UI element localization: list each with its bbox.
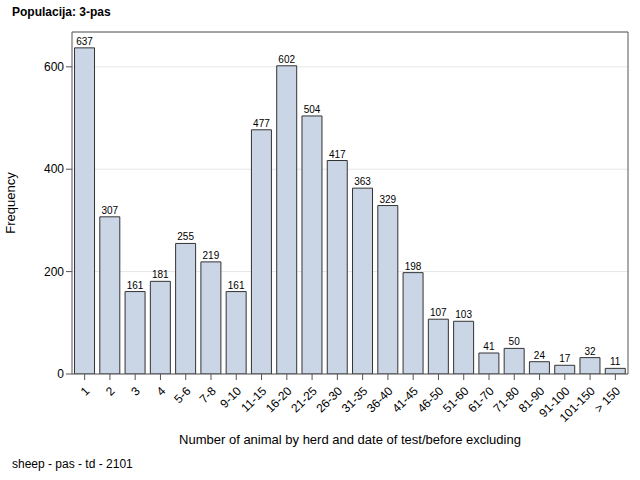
svg-text:31-35: 31-35: [339, 384, 371, 416]
svg-text:101-150: 101-150: [556, 383, 598, 425]
svg-text:91-100: 91-100: [536, 383, 573, 421]
svg-text:400: 400: [44, 162, 64, 176]
svg-text:16-20: 16-20: [263, 384, 295, 416]
svg-text:602: 602: [278, 54, 295, 65]
svg-text:17: 17: [559, 353, 571, 364]
svg-text:> 150: > 150: [592, 384, 624, 416]
svg-text:107: 107: [430, 307, 447, 318]
svg-text:600: 600: [44, 60, 64, 74]
svg-text:36-40: 36-40: [364, 384, 396, 416]
svg-text:4: 4: [154, 384, 169, 399]
svg-text:0: 0: [57, 367, 64, 381]
html-text:Populacija: 3-pas: Populacija: 3-pas: [12, 5, 111, 19]
svg-text:363: 363: [354, 176, 371, 187]
svg-text:9-10: 9-10: [217, 383, 245, 411]
svg-text:1: 1: [78, 384, 93, 399]
svg-text:41: 41: [483, 341, 495, 352]
svg-text:41-45: 41-45: [389, 384, 421, 416]
svg-text:24: 24: [534, 350, 546, 361]
svg-text:200: 200: [44, 265, 64, 279]
svg-text:11-15: 11-15: [238, 384, 269, 415]
svg-text:Frequency: Frequency: [8, 172, 18, 234]
svg-text:21-25: 21-25: [288, 384, 320, 416]
html-text:sheep - pas - td - 2101: sheep - pas - td - 2101: [12, 457, 133, 471]
svg-text:61-70: 61-70: [465, 384, 497, 416]
svg-text:32: 32: [584, 346, 596, 357]
svg-text:26-30: 26-30: [314, 384, 346, 416]
svg-text:161: 161: [127, 280, 144, 291]
svg-text:637: 637: [76, 36, 93, 47]
svg-text:7-8: 7-8: [197, 384, 219, 406]
svg-text:11: 11: [610, 356, 621, 367]
svg-text:50: 50: [509, 336, 521, 347]
svg-text:329: 329: [379, 194, 396, 205]
svg-text:181: 181: [152, 269, 169, 280]
svg-text:81-90: 81-90: [515, 383, 548, 416]
svg-text:71-80: 71-80: [490, 384, 522, 416]
svg-text:3: 3: [128, 384, 143, 399]
svg-text:103: 103: [455, 309, 472, 320]
svg-text:161: 161: [228, 280, 245, 291]
svg-text:198: 198: [405, 261, 422, 272]
svg-text:5-6: 5-6: [171, 384, 193, 406]
html-text:Number of animal by herd and d: Number of animal by herd and date of tes…: [179, 432, 521, 447]
svg-text:477: 477: [253, 118, 270, 129]
svg-text:417: 417: [329, 149, 346, 160]
svg-text:46-50: 46-50: [415, 384, 447, 416]
svg-text:504: 504: [304, 104, 321, 115]
svg-text:307: 307: [101, 205, 118, 216]
svg-text:255: 255: [177, 231, 194, 242]
svg-text:51-60: 51-60: [440, 384, 472, 416]
svg-text:219: 219: [203, 250, 220, 261]
svg-text:2: 2: [103, 384, 118, 399]
